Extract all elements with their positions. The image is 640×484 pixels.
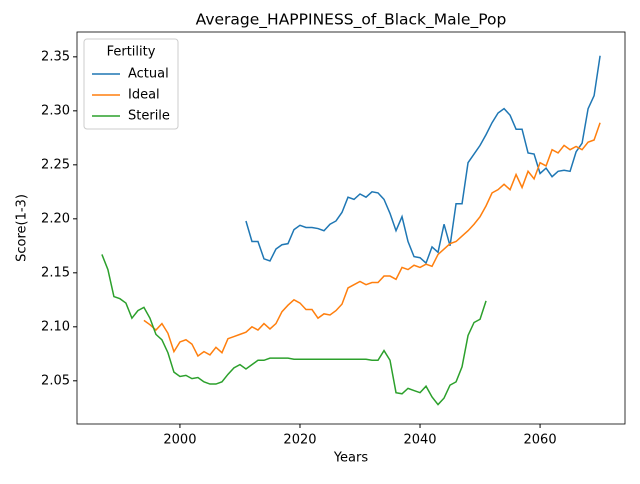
legend-label: Ideal	[128, 88, 160, 103]
legend-label: Sterile	[128, 109, 170, 124]
legend-label: Actual	[128, 67, 169, 82]
series-line	[101, 254, 487, 406]
y-tick-label: 2.05	[41, 373, 70, 388]
chart-title: Average_HAPPINESS_of_Black_Male_Pop	[196, 11, 507, 30]
y-tick-label: 2.20	[41, 211, 70, 226]
x-tick-label: 2060	[524, 433, 557, 448]
y-tick-label: 2.30	[41, 103, 70, 118]
y-tick-label: 2.15	[41, 265, 70, 280]
y-tick-label: 2.25	[41, 157, 70, 172]
y-tick-label: 2.35	[41, 49, 70, 64]
legend-box	[83, 38, 179, 130]
x-tick-label: 2040	[403, 433, 436, 448]
y-tick-label: 2.10	[41, 319, 70, 334]
legend-title: Fertility	[107, 45, 156, 60]
series-line	[143, 122, 601, 358]
x-axis-label: Years	[333, 451, 369, 466]
x-tick-label: 2000	[163, 433, 196, 448]
series-line	[245, 55, 601, 265]
y-axis-label: Score(1-3)	[15, 194, 30, 262]
x-tick-label: 2020	[283, 433, 316, 448]
plot-frame	[76, 31, 626, 425]
